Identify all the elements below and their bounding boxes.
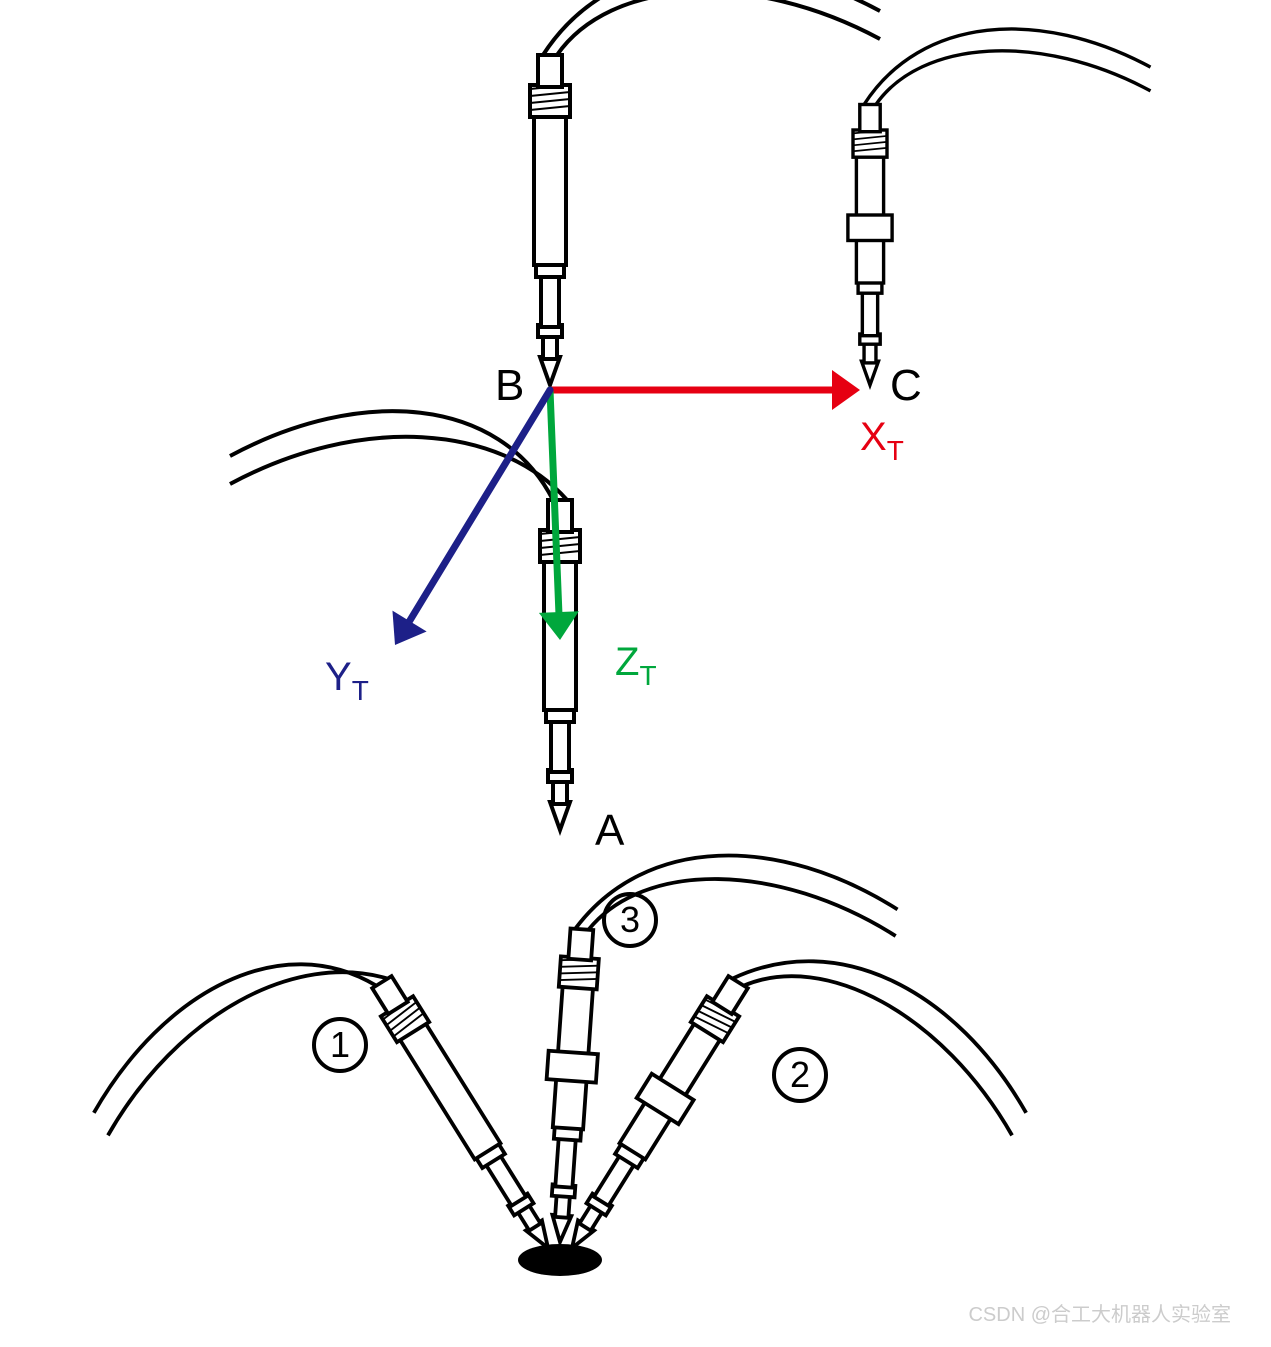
tool-C_tool (848, 29, 1151, 385)
tool-1 (71, 901, 564, 1347)
tool-B_tool (530, 0, 880, 385)
point-label-B: B (495, 361, 524, 410)
axis-y (392, 390, 550, 645)
calibration-point (518, 1244, 602, 1276)
axis-label-z: ZT (615, 640, 657, 691)
svg-text:1: 1 (330, 1024, 350, 1065)
circled-number-2: 2 (774, 1049, 826, 1101)
point-label-A: A (595, 806, 625, 855)
axis-label-x: XT (860, 415, 904, 466)
axis-label-y: YT (325, 655, 369, 706)
svg-text:3: 3 (620, 899, 640, 940)
circled-number-3: 3 (604, 894, 656, 946)
tool-2 (551, 897, 1049, 1347)
circled-number-1: 1 (314, 1019, 366, 1071)
svg-text:2: 2 (790, 1054, 810, 1095)
watermark-text: CSDN @合工大机器人实验室 (968, 1298, 1231, 1327)
point-label-C: C (890, 361, 922, 410)
axis-x (550, 370, 860, 410)
